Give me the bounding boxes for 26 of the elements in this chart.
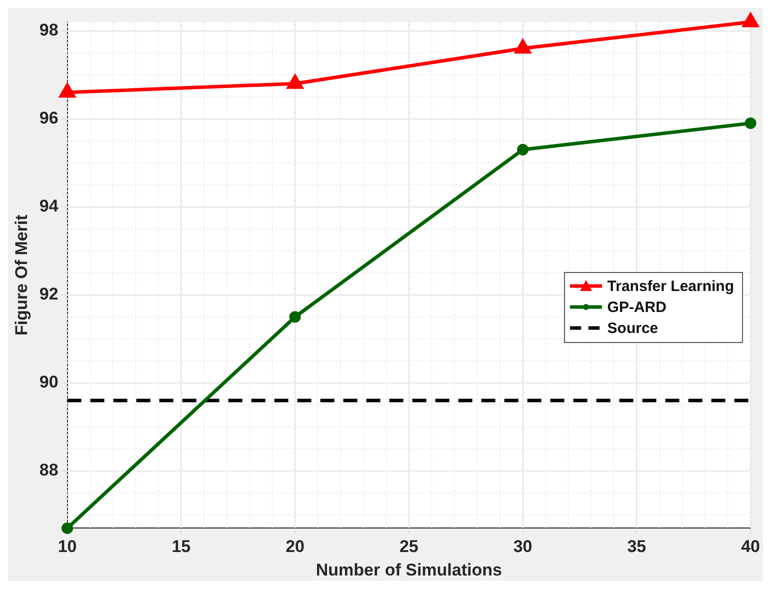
x-axis-title: Number of Simulations <box>316 560 502 580</box>
x-tick-label: 25 <box>399 537 418 556</box>
legend-label: GP-ARD <box>607 298 666 316</box>
x-tick-label: 30 <box>513 537 532 556</box>
y-tick-label: 96 <box>39 108 58 128</box>
point <box>744 117 756 129</box>
y-tick-label: 94 <box>39 196 59 216</box>
y-tick-label: 88 <box>39 460 58 480</box>
point <box>742 13 758 28</box>
point <box>289 311 301 323</box>
x-tick-label: 40 <box>741 537 760 556</box>
x-tick-label: 20 <box>286 537 305 556</box>
legend-label: Source <box>607 320 658 337</box>
x-tick-label: 10 <box>58 537 77 556</box>
y-tick-label: 90 <box>39 372 58 392</box>
point <box>62 522 74 534</box>
x-tick-label: 15 <box>172 537 191 556</box>
y-tick-label: 98 <box>39 20 58 40</box>
point <box>517 144 529 156</box>
point <box>287 74 303 89</box>
legend-label: Transfer Learning <box>607 278 734 295</box>
x-tick-label: 35 <box>627 537 646 556</box>
point <box>514 40 531 54</box>
y-tick-label: 92 <box>39 284 58 304</box>
y-axis-title: Figure Of Merit <box>12 214 31 336</box>
point <box>59 84 76 98</box>
